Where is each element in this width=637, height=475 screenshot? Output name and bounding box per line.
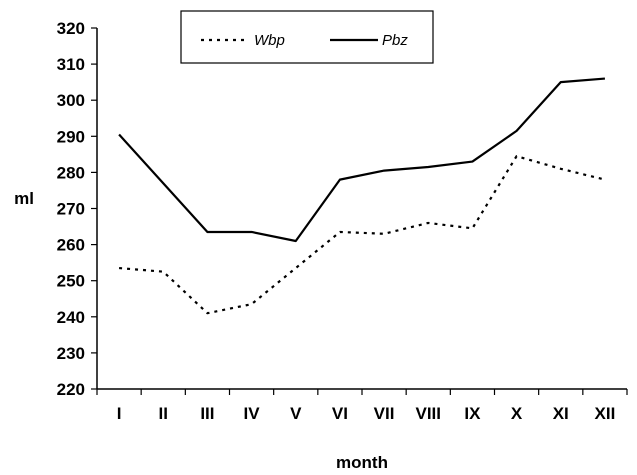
y-tick-label: 280 [57, 163, 85, 182]
legend-label-pbz: Pbz [382, 32, 408, 49]
y-tick-label: 240 [57, 308, 85, 327]
legend-label-wbp: Wbp [254, 32, 285, 49]
x-tick-label: IV [244, 404, 261, 423]
series-line-wbp [118, 155, 606, 315]
legend: Wbp Pbz [180, 10, 434, 64]
y-axis-title: ml [14, 189, 34, 208]
series-layer [118, 77, 606, 315]
x-tick-label: V [290, 404, 302, 423]
x-tick-label: VII [374, 404, 395, 423]
x-tick-label: X [511, 404, 523, 423]
y-tick-label: 270 [57, 200, 85, 219]
x-tick-label: IX [464, 404, 481, 423]
y-tick-label: 260 [57, 236, 85, 255]
y-axis: 220 230 240 250 260 270 280 290 300 310 320 [57, 19, 98, 399]
y-tick-label: 310 [57, 55, 85, 74]
y-tick-label: 250 [57, 272, 85, 291]
x-tick-label: III [200, 404, 214, 423]
x-tick-label: VI [332, 404, 348, 423]
y-tick-label: 320 [57, 19, 85, 38]
x-axis-title: month [336, 453, 388, 472]
x-tick-label: II [159, 404, 168, 423]
x-axis: I II III IV V VI VII VIII IX X XI XII [96, 388, 628, 423]
y-tick-label: 230 [57, 344, 85, 363]
y-tick-label: 220 [57, 380, 85, 399]
legend-box [180, 10, 434, 64]
x-tick-label: XII [595, 404, 616, 423]
series-line-pbz [118, 77, 606, 243]
x-tick-label: I [117, 404, 122, 423]
y-tick-label: 290 [57, 127, 85, 146]
x-tick-label: XI [553, 404, 569, 423]
x-tick-label: VIII [415, 404, 441, 423]
y-tick-label: 300 [57, 91, 85, 110]
